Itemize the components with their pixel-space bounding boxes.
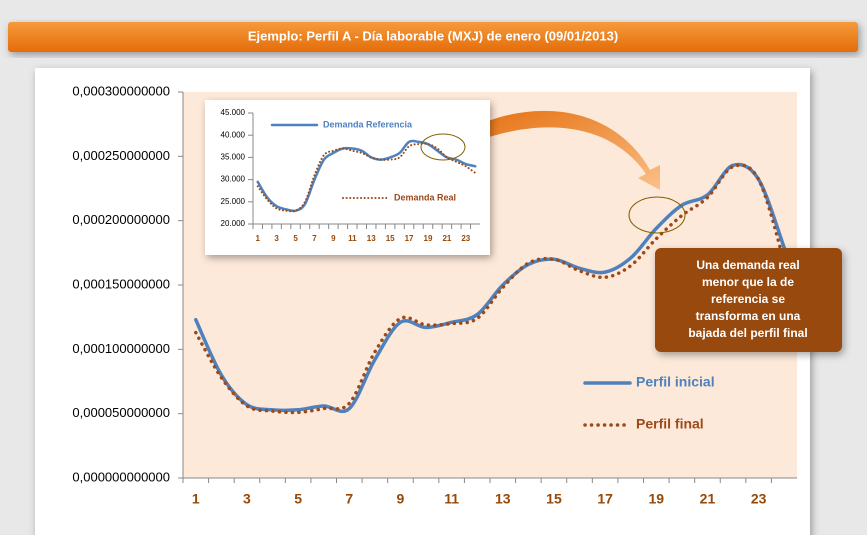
y-tick-label: 0,000300000000 xyxy=(72,83,170,98)
x-tick-label: 9 xyxy=(397,491,405,507)
y-tick-label: 0,000250000000 xyxy=(72,148,170,163)
series-line xyxy=(256,139,477,213)
y-tick-label: 45.000 xyxy=(221,108,246,117)
y-tick-label: 25.000 xyxy=(221,197,246,206)
legend-label: Perfil inicial xyxy=(636,374,715,390)
annotation-box xyxy=(655,248,842,352)
x-tick-label: 15 xyxy=(386,234,395,243)
series-line xyxy=(256,142,477,213)
x-tick-label: 17 xyxy=(405,234,414,243)
y-tick-label: 0,000150000000 xyxy=(72,276,170,291)
y-tick-label: 35.000 xyxy=(221,153,246,162)
y-tick-label: 20.000 xyxy=(221,219,246,228)
main-chart: 0,000000000000 0,000050000000 0,0001000000… xyxy=(72,83,797,507)
x-tick-label: 5 xyxy=(294,491,302,507)
x-tick-label: 23 xyxy=(751,491,767,507)
x-tick-label: 11 xyxy=(444,491,459,507)
x-tick-label: 11 xyxy=(348,234,357,243)
x-tick-label: 21 xyxy=(700,491,716,507)
banner xyxy=(8,22,858,52)
y-tick-label: 0,000000000000 xyxy=(72,469,170,484)
x-tick-label: 13 xyxy=(367,234,376,243)
annotation-line: bajada del perfil final xyxy=(688,326,807,340)
x-tick-label: 19 xyxy=(424,234,433,243)
x-tick-label: 5 xyxy=(293,234,298,243)
annotation: Una demanda real menor que la de referenci… xyxy=(688,258,807,340)
x-tick-label: 17 xyxy=(597,491,613,507)
inset-ellipse xyxy=(420,133,466,161)
x-tick-label: 7 xyxy=(312,234,317,243)
series-line xyxy=(194,162,786,414)
annotation-line: menor que la de xyxy=(702,275,794,289)
annotation-line: transforma en una xyxy=(696,309,801,323)
x-tick-label: 21 xyxy=(442,234,451,243)
x-tick-label: 7 xyxy=(345,491,353,507)
x-tick-label: 13 xyxy=(495,491,511,507)
legend-label: Demanda Referencia xyxy=(323,119,413,129)
y-tick-label: 0,000100000000 xyxy=(72,341,170,356)
x-tick-label: 3 xyxy=(243,491,251,507)
highlight-ellipse xyxy=(628,196,686,234)
y-tick-label: 0,000200000000 xyxy=(72,212,170,227)
annotation-line: referencia se xyxy=(711,292,785,306)
y-tick-label: 0,000050000000 xyxy=(72,405,170,420)
legend-label: Perfil final xyxy=(636,416,704,432)
x-tick-label: 1 xyxy=(192,491,200,507)
x-tick-label: 3 xyxy=(274,234,279,243)
y-tick-label: 40.000 xyxy=(221,130,246,139)
annotation-line: Una demanda real xyxy=(696,258,799,272)
x-tick-label: 23 xyxy=(461,234,470,243)
x-tick-label: 19 xyxy=(649,491,665,507)
x-tick-label: 1 xyxy=(256,234,261,243)
arrow xyxy=(450,110,660,190)
y-tick-label: 30.000 xyxy=(221,175,246,184)
banner-title: Ejemplo: Perfil A - Día laborable (MXJ) … xyxy=(248,28,618,43)
legend-label: Demanda Real xyxy=(394,192,456,202)
x-tick-label: 9 xyxy=(331,234,336,243)
x-tick-label: 15 xyxy=(546,491,562,507)
